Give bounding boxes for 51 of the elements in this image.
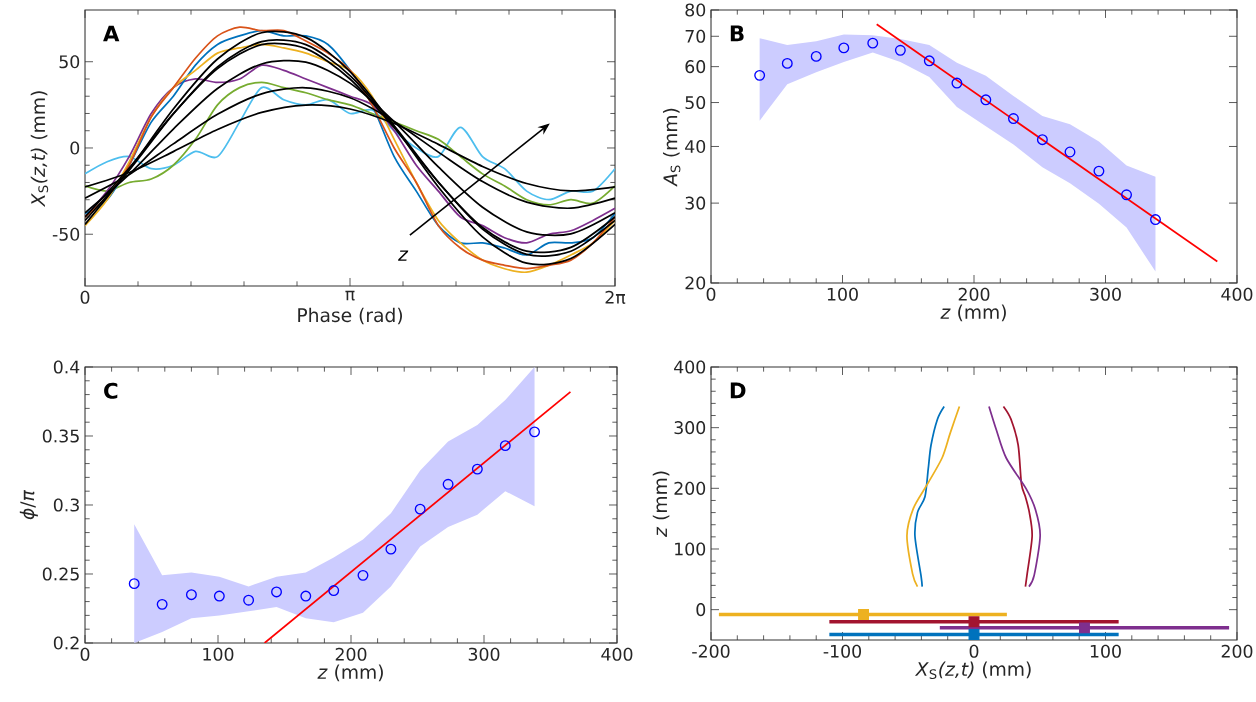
x-tick-label: 100 — [1090, 644, 1121, 658]
y-axis-title: A$_{S}$ (mm) — [662, 108, 681, 187]
text: D — [730, 382, 746, 399]
y-tick-label: 100 — [675, 542, 706, 556]
y-tick-label: 50 — [59, 55, 80, 69]
text: A — [103, 25, 120, 42]
annotation: z — [398, 250, 409, 261]
x-tick-label: 400 — [601, 647, 633, 661]
y-tick-label: 300 — [674, 421, 706, 435]
x-tick-label: 100 — [827, 287, 858, 301]
x-tick-label: 100 — [203, 647, 234, 661]
x-tick-label: 2π — [605, 290, 626, 304]
y-tick-label: 0.4 — [53, 360, 80, 374]
x-tick-label: 0 — [706, 287, 716, 301]
y-tick-label: 0 — [70, 141, 80, 155]
x-tick-label: 200 — [335, 647, 367, 661]
text: C — [104, 382, 118, 399]
text: B — [730, 25, 744, 42]
x-tick-label: π — [345, 290, 355, 301]
x-tick-label: 300 — [468, 647, 500, 661]
y-tick-label: 0.2 — [53, 636, 79, 650]
x-tick-label: 0 — [969, 644, 979, 658]
x-tick-label: -100 — [823, 644, 862, 658]
y-tick-label: 30 — [685, 196, 706, 210]
y-tick-label: 70 — [685, 29, 706, 43]
y-tick-label: 200 — [674, 481, 706, 495]
x-tick-label: 0 — [80, 290, 90, 304]
y-tick-label: 0.25 — [42, 567, 79, 581]
x-tick-label: 400 — [1221, 287, 1253, 301]
y-tick-label: 0.3 — [53, 498, 79, 512]
y-axis-title: z (mm) — [652, 471, 670, 538]
x-tick-label: 200 — [958, 287, 990, 301]
x-axis-title: X$_{S}$(z,t) (mm) — [914, 661, 1031, 680]
x-axis-title: Phase (rad) — [298, 307, 402, 325]
y-tick-label: 0.35 — [42, 429, 79, 443]
y-tick-label: 400 — [674, 360, 706, 374]
x-axis-title: z (mm) — [940, 304, 1006, 322]
y-tick-label: 80 — [685, 3, 706, 17]
x-tick-label: 300 — [1090, 287, 1121, 301]
y-tick-label: 60 — [685, 60, 706, 74]
x-tick-label: -200 — [692, 644, 730, 658]
y-tick-label: 0 — [696, 603, 706, 617]
x-axis-title: z (mm) — [317, 664, 383, 682]
y-axis-title: ϕ/π — [19, 489, 38, 520]
x-tick-label: 200 — [1221, 644, 1253, 658]
y-tick-label: 50 — [685, 95, 706, 110]
y-tick-label: 40 — [685, 139, 706, 154]
y-tick-label: 20 — [685, 276, 706, 290]
y-tick-label: -50 — [52, 227, 80, 241]
x-tick-label: 0 — [80, 647, 90, 661]
y-axis-title: X$_{S}$(z,t) (mm) — [30, 91, 49, 208]
